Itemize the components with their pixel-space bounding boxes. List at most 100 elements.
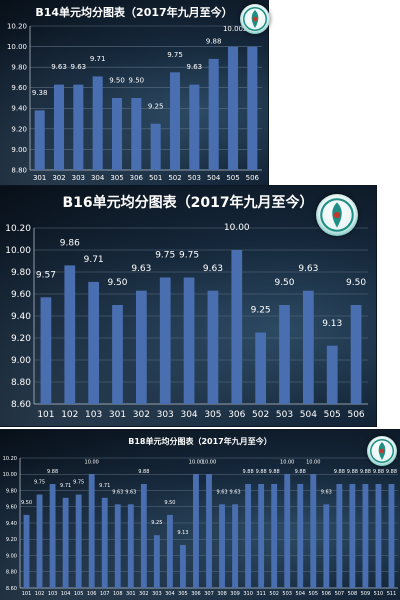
bar xyxy=(350,305,362,404)
x-tick-label: 304 xyxy=(165,591,175,597)
bar xyxy=(159,277,171,404)
data-label: 9.25 xyxy=(148,102,164,110)
data-label: 9.63 xyxy=(298,264,318,274)
data-label: 9.63 xyxy=(229,489,240,495)
x-tick-label: 306 xyxy=(228,410,245,420)
bar xyxy=(127,504,134,588)
x-tick-label: 505 xyxy=(226,174,239,182)
bar xyxy=(284,474,291,588)
y-tick-label: 8.80 xyxy=(11,378,31,388)
bar xyxy=(232,504,239,588)
x-tick-label: 307 xyxy=(204,591,214,597)
y-tick-label: 9.60 xyxy=(11,84,27,92)
data-label: 9.25 xyxy=(251,306,271,316)
x-tick-label: 506 xyxy=(347,410,364,420)
data-label: 9.38 xyxy=(32,89,48,97)
bar xyxy=(183,277,195,404)
x-tick-label: 311 xyxy=(256,591,266,597)
bar xyxy=(62,497,69,588)
data-label: 9.75 xyxy=(167,51,183,59)
data-label: 9.71 xyxy=(99,483,110,489)
y-tick-label: 8.80 xyxy=(6,570,17,576)
data-label: 9.50 xyxy=(107,278,127,288)
bar xyxy=(73,84,84,170)
y-tick-label: 10.00 xyxy=(5,246,31,256)
bar xyxy=(326,345,338,404)
x-tick-label: 303 xyxy=(152,591,162,597)
bar xyxy=(193,474,199,588)
data-label: 9.63 xyxy=(216,489,227,495)
data-label: 9.88 xyxy=(138,469,149,475)
data-label: 9.71 xyxy=(60,483,71,489)
x-tick-label: 303 xyxy=(157,410,174,420)
data-label: 10.00 xyxy=(224,223,250,233)
bar xyxy=(336,484,343,588)
y-tick-label: 10.20 xyxy=(3,456,17,462)
y-tick-label: 9.20 xyxy=(11,125,27,133)
y-tick-label: 10.00 xyxy=(7,43,27,51)
data-label: 9.71 xyxy=(90,55,106,63)
data-label: 9.75 xyxy=(34,480,45,486)
data-label: 9.88 xyxy=(347,469,358,475)
x-tick-label: 304 xyxy=(180,410,197,420)
x-tick-label: 503 xyxy=(282,591,292,597)
bar xyxy=(388,484,395,588)
y-tick-label: 8.80 xyxy=(11,166,27,174)
x-tick-label: 511 xyxy=(387,591,397,597)
bar xyxy=(64,265,76,404)
data-label: 9.88 xyxy=(360,469,371,475)
bar xyxy=(310,474,317,588)
bar xyxy=(34,110,45,170)
data-label: 9.57 xyxy=(36,271,56,281)
bar-chart-b18: 8.60 8.80 9.00 9.20 9.40 9.60 9.80 10.00 10.20 9.… xyxy=(3,456,398,597)
x-tick-label: 506 xyxy=(322,591,332,597)
bar xyxy=(208,58,219,170)
bar xyxy=(247,46,258,171)
x-tick-label: 101 xyxy=(22,591,32,597)
x-tick-label: 106 xyxy=(87,591,97,597)
x-tick-label: 306 xyxy=(130,174,144,182)
x-tick-label: 507 xyxy=(335,591,345,597)
data-label: 9.63 xyxy=(51,63,67,71)
chart-title: B14单元均分图表（2017年九月至今） xyxy=(35,6,233,19)
y-tick-label: 9.80 xyxy=(6,488,17,494)
y-tick-label: 9.00 xyxy=(6,553,17,559)
bar xyxy=(150,123,161,170)
data-label: 10.00 xyxy=(223,25,243,33)
x-tick-label: 309 xyxy=(230,591,240,597)
data-label: 9.50 xyxy=(109,77,125,85)
bar xyxy=(362,484,369,588)
data-label: 9.88 xyxy=(206,38,222,46)
bar xyxy=(140,484,147,588)
data-label: 9.63 xyxy=(112,489,123,495)
x-tick-label: 504 xyxy=(295,591,305,597)
y-tick-label: 8.60 xyxy=(11,400,31,410)
data-label: 9.88 xyxy=(295,469,306,475)
x-tick-label: 302 xyxy=(133,410,150,420)
data-label: 9.63 xyxy=(203,264,223,274)
x-tick-label: 301 xyxy=(126,591,136,597)
x-tick-label: 304 xyxy=(91,174,105,182)
chart-panel-b18: B18单元均分图表（2017年九月至今） 8.60 8.80 9.00 9.20 9.4… xyxy=(0,430,400,600)
y-tick-label: 10.20 xyxy=(7,22,27,30)
y-tick-label: 9.60 xyxy=(6,505,17,511)
x-tick-label: 508 xyxy=(348,591,358,597)
data-label: 9.88 xyxy=(256,469,267,475)
bar xyxy=(258,484,265,588)
x-tick-label: 301 xyxy=(33,174,46,182)
bar xyxy=(169,72,181,170)
data-label: 9.75 xyxy=(179,251,199,261)
bar xyxy=(36,494,43,588)
data-label: 9.88 xyxy=(243,469,254,475)
bar xyxy=(88,474,95,588)
y-tick-label: 9.80 xyxy=(11,268,31,278)
bar xyxy=(166,514,173,588)
data-label: 9.50 xyxy=(346,278,366,288)
bar xyxy=(297,484,304,588)
x-tick-label: 103 xyxy=(85,410,102,420)
data-label: 9.63 xyxy=(131,264,151,274)
y-tick-label: 9.40 xyxy=(11,312,31,322)
data-label: 9.88 xyxy=(47,469,58,475)
x-tick-label: 502 xyxy=(269,591,279,597)
y-tick-label: 9.40 xyxy=(6,521,17,527)
